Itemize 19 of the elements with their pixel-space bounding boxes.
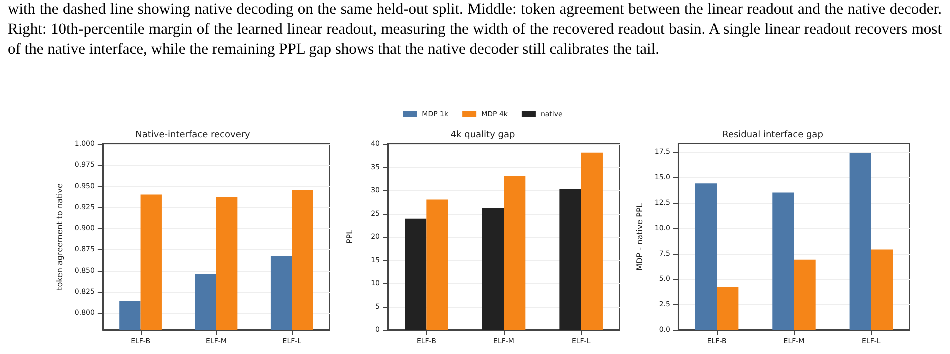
chart-title: 4k quality gap	[450, 130, 516, 140]
bar	[482, 208, 504, 330]
bar	[426, 200, 448, 330]
y-axis-title: PPL	[346, 229, 354, 244]
bar	[405, 218, 427, 330]
bar	[850, 153, 872, 330]
bar	[717, 287, 739, 330]
chart-title: Residual interface gap	[722, 130, 824, 140]
bar	[560, 189, 582, 330]
y-axis-title: MDP - native PPL	[636, 202, 644, 271]
bar	[695, 184, 718, 330]
bar	[581, 152, 603, 330]
chart-title: Native-interface recovery	[136, 130, 252, 140]
bar	[871, 250, 894, 330]
bar	[794, 260, 816, 330]
y-axis-title: token agreement to native	[56, 183, 64, 290]
text: with the dashed line showing native decoding on the same held-out split. Middle: token agreement between the linear readout and the native decoder. Right: 10th-percentile margin of the learned linear readout, measuring the width of the recovered readout basin. A single linear readout recovers most of the native interface, while the remaining PPL gap shows that the native decoder still calibrates the tail.	[8, 1, 942, 58]
bar	[772, 192, 794, 330]
bar	[504, 176, 526, 330]
